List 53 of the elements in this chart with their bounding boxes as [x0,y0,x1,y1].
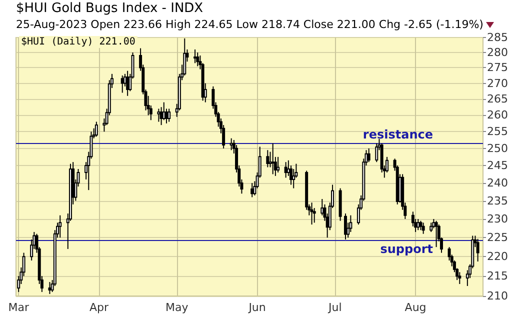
x-tick-label: Mar [8,301,30,314]
candlestick [375,142,378,163]
candlestick [367,148,370,163]
ref-line-label: support [380,242,434,256]
candlestick [476,238,480,262]
candlestick [458,272,462,284]
candlestick [266,150,270,168]
y-tick-label: 265 [487,92,508,106]
candlestick [419,220,422,231]
y-tick-label: 215 [487,270,508,283]
chart-title: $HUI Gold Bugs Index - INDX [15,0,204,17]
candlestick [344,212,347,240]
y-tick-label: 280 [487,46,508,59]
candlestick [310,202,314,226]
ref-line-label: resistance [362,127,433,142]
annotation: $HUI (Daily) 221.00 [21,36,136,48]
x-tick-label: Jun [248,301,266,314]
candlestick [432,218,436,229]
y-tick-label: 245 [487,159,508,172]
candlestick [196,52,200,67]
candlestick [276,156,280,173]
candlestick [271,142,274,175]
candlestick [168,108,171,122]
candlestick [94,121,98,138]
y-tick-label: 275 [487,61,508,74]
candlestick [48,282,52,294]
candlestick [284,162,288,178]
y-tick-label: 270 [487,76,508,90]
candlestick [416,218,420,231]
y-tick-label: 285 [487,31,508,44]
y-tick-label: 255 [487,125,508,138]
y-tick-label: 225 [487,231,508,244]
candlestick [120,74,124,94]
candlestick [183,38,186,76]
candlestick [157,108,160,122]
candlestick [292,168,296,189]
y-tick-label: 210 [487,290,508,302]
x-tick-label: Apr [90,301,110,314]
x-tick-label: May [165,301,189,314]
y-tick-label: 240 [487,176,508,190]
candlestick [430,222,433,232]
y-tick-label: 235 [487,194,508,208]
y-tick-label: 250 [487,142,508,155]
y-tick-label: 230 [487,212,508,226]
x-tick-label: Jul [327,301,342,314]
candlestick [194,48,197,64]
candlestick [434,220,438,248]
y-tick-label: 220 [487,250,508,264]
y-tick-label: 260 [487,108,508,122]
candlestick [422,222,425,234]
chart-subtitle: 25-Aug-2023 Open 223.66 High 224.65 Low 218.74 Close 221.00 Chg -2.65 (-1.19%) [16,18,484,31]
candlestick [58,214,62,238]
x-tick-label: Aug [404,301,426,314]
